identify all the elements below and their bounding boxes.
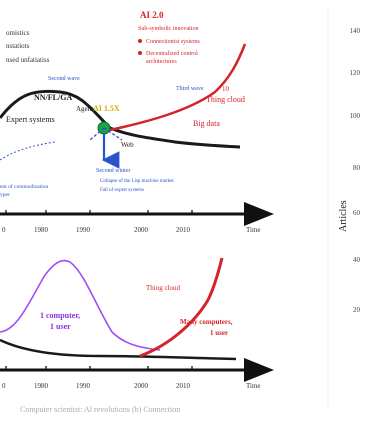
ai20-bullet-2: Decentralized control xyxy=(146,51,198,57)
top-panel: omistics nstatiots nsed unfatiatiss AI 2… xyxy=(0,10,274,234)
baseline-curve xyxy=(0,338,237,361)
ai20-bullet-1: Connectionist systems xyxy=(146,39,200,45)
second-winter-item-1: Collapse of the Lisp machine market xyxy=(100,179,174,184)
tick-label-20: 20 xyxy=(353,306,361,314)
web-label: Web xyxy=(121,141,134,149)
right-partial-chart: 140 120 100 80 60 40 20 Articles xyxy=(327,8,361,410)
tick-label-80: 80 xyxy=(353,164,361,172)
ai20-subtitle: Sub-symbolic innovation xyxy=(138,26,199,32)
ai20-bullet-dot-2 xyxy=(138,51,142,55)
partial-label-3: nsed unfatiatiss xyxy=(6,56,50,64)
bottom-year-2000: 2000 xyxy=(134,382,149,390)
one-computer-curve xyxy=(0,259,161,351)
partial-label-2: nstatiots xyxy=(6,42,30,50)
second-wave-label: Second wave xyxy=(48,76,80,82)
figure-caption: Computer scientist: Al revolutions (b) C… xyxy=(20,405,180,414)
tick-label-140: 140 xyxy=(350,27,361,35)
bottom-year-1990: 1990 xyxy=(76,382,91,390)
commodization-line-2: yper xyxy=(0,192,10,198)
ai20-title: AI 2.0 xyxy=(140,10,164,20)
top-year-2000: 2000 xyxy=(134,226,149,234)
bottom-year-2010: 2010 xyxy=(176,382,191,390)
web-arrow xyxy=(103,127,123,141)
top-year-1990: 1990 xyxy=(76,226,91,234)
many-computers-label-1: Many computers, xyxy=(180,318,233,326)
many-computers-label-2: 1 user xyxy=(210,329,228,337)
second-winter-title: Second winter xyxy=(96,168,131,174)
ai15-label: AI 1.5X xyxy=(93,104,120,113)
tick-label-40: 40 xyxy=(353,256,361,264)
huge-label: 10 xyxy=(222,85,230,93)
bottom-year-0: 0 xyxy=(2,382,6,390)
one-computer-label-1: 1 computer, xyxy=(40,311,80,320)
big-data-label: Big data xyxy=(193,119,220,128)
bottom-year-1980: 1980 xyxy=(34,382,49,390)
ai20-bullet-dot-1 xyxy=(138,39,142,43)
tick-label-120: 120 xyxy=(350,69,361,77)
thing-cloud-label: Thing cloud xyxy=(206,95,245,104)
top-year-2010: 2010 xyxy=(176,226,191,234)
tick-label-60: 60 xyxy=(353,209,361,217)
left-dashed-curve xyxy=(0,141,56,161)
thing-cloud-curve xyxy=(139,257,224,358)
top-year-1980: 1980 xyxy=(34,226,49,234)
agent-label: Agent xyxy=(76,105,93,113)
third-wave-label: Third wave xyxy=(176,86,204,92)
bottom-time-label: Time xyxy=(246,382,261,390)
nn-label: NN/FL/GA xyxy=(34,93,72,102)
thing-cloud-bottom-label: Thing cloud xyxy=(146,284,181,292)
partial-label-1: omistics xyxy=(6,29,30,37)
bottom-axis-ticks xyxy=(5,366,193,370)
ai20-growth-curve xyxy=(99,43,247,134)
tick-label-100: 100 xyxy=(350,112,361,120)
commodization-line-1: ent of commodization xyxy=(0,183,49,190)
agent-arrow xyxy=(89,127,105,141)
top-axis-ticks xyxy=(5,210,193,214)
bottom-panel: 1 computer, 1 user Thing cloud Many comp… xyxy=(0,257,274,414)
top-time-label: Time xyxy=(246,226,261,234)
articles-axis-label: Articles xyxy=(338,200,349,232)
top-year-0: 0 xyxy=(2,226,6,234)
expert-systems-label: Expert systems xyxy=(6,115,55,124)
second-winter-item-2: Fall of expert systems xyxy=(100,188,144,193)
one-computer-label-2: 1 user xyxy=(50,322,71,331)
ai20-bullet-3: architectures xyxy=(146,59,177,65)
